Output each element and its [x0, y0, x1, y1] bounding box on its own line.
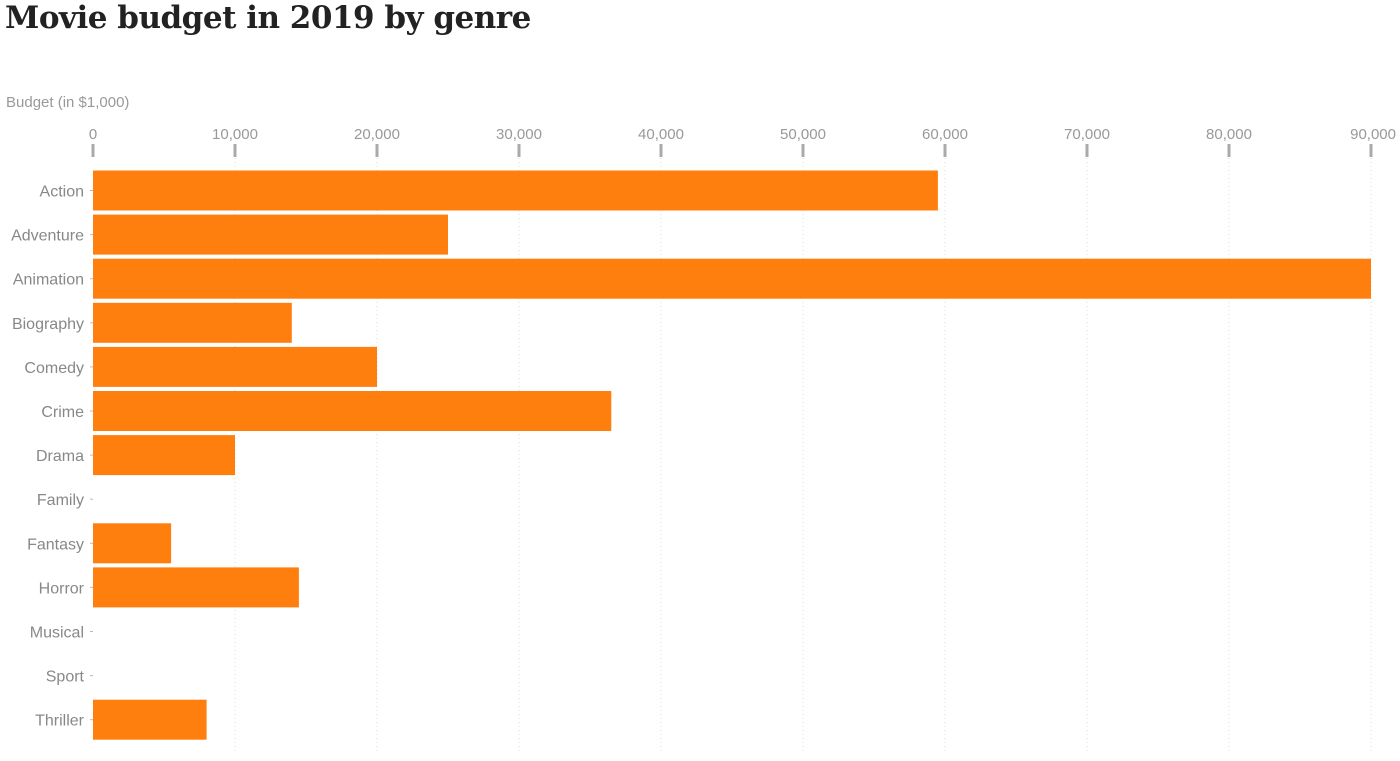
category-label: Sport — [46, 669, 85, 686]
bar — [93, 435, 235, 476]
x-tick-label: 50,000 — [780, 126, 826, 143]
x-tick-label: 40,000 — [638, 126, 684, 143]
bar — [93, 258, 1371, 299]
bar — [93, 302, 292, 343]
category-label: Crime — [41, 404, 84, 421]
bar — [93, 391, 612, 431]
x-tick-label: 60,000 — [922, 126, 968, 143]
x-tick-label: 0 — [89, 126, 97, 143]
bar — [93, 214, 448, 255]
category-label: Adventure — [11, 228, 84, 245]
bars — [93, 170, 1371, 740]
category-label: Biography — [12, 316, 84, 333]
x-tick-label: 70,000 — [1064, 126, 1110, 143]
bar — [93, 170, 938, 211]
y-axis-categories: Action Adventure Animation Biography Comedy C… — [11, 184, 93, 730]
x-tick-label: 90,000 — [1350, 126, 1396, 143]
chart-title: Movie budget in 2019 by genre — [5, 0, 531, 36]
category-label: Action — [40, 184, 84, 201]
x-axis-label: Budget (in $1,000) — [6, 94, 129, 111]
bar — [93, 567, 299, 608]
x-tick-label: 10,000 — [212, 126, 258, 143]
x-axis-ticks: 0 10,000 20,000 30,000 40,000 50,000 60,000 70,… — [89, 126, 1396, 157]
bar — [93, 699, 207, 740]
category-label: Drama — [36, 448, 84, 465]
category-label: Comedy — [24, 360, 84, 377]
bar — [93, 346, 377, 387]
bar — [93, 523, 172, 564]
category-label: Horror — [39, 580, 85, 597]
category-label: Musical — [30, 625, 84, 642]
x-tick-label: 80,000 — [1206, 126, 1252, 143]
category-label: Family — [37, 492, 84, 509]
x-tick-label: 20,000 — [354, 126, 400, 143]
category-label: Fantasy — [27, 536, 84, 553]
category-label: Animation — [13, 272, 84, 289]
x-tick-label: 30,000 — [496, 126, 542, 143]
category-label: Thriller — [35, 713, 85, 730]
